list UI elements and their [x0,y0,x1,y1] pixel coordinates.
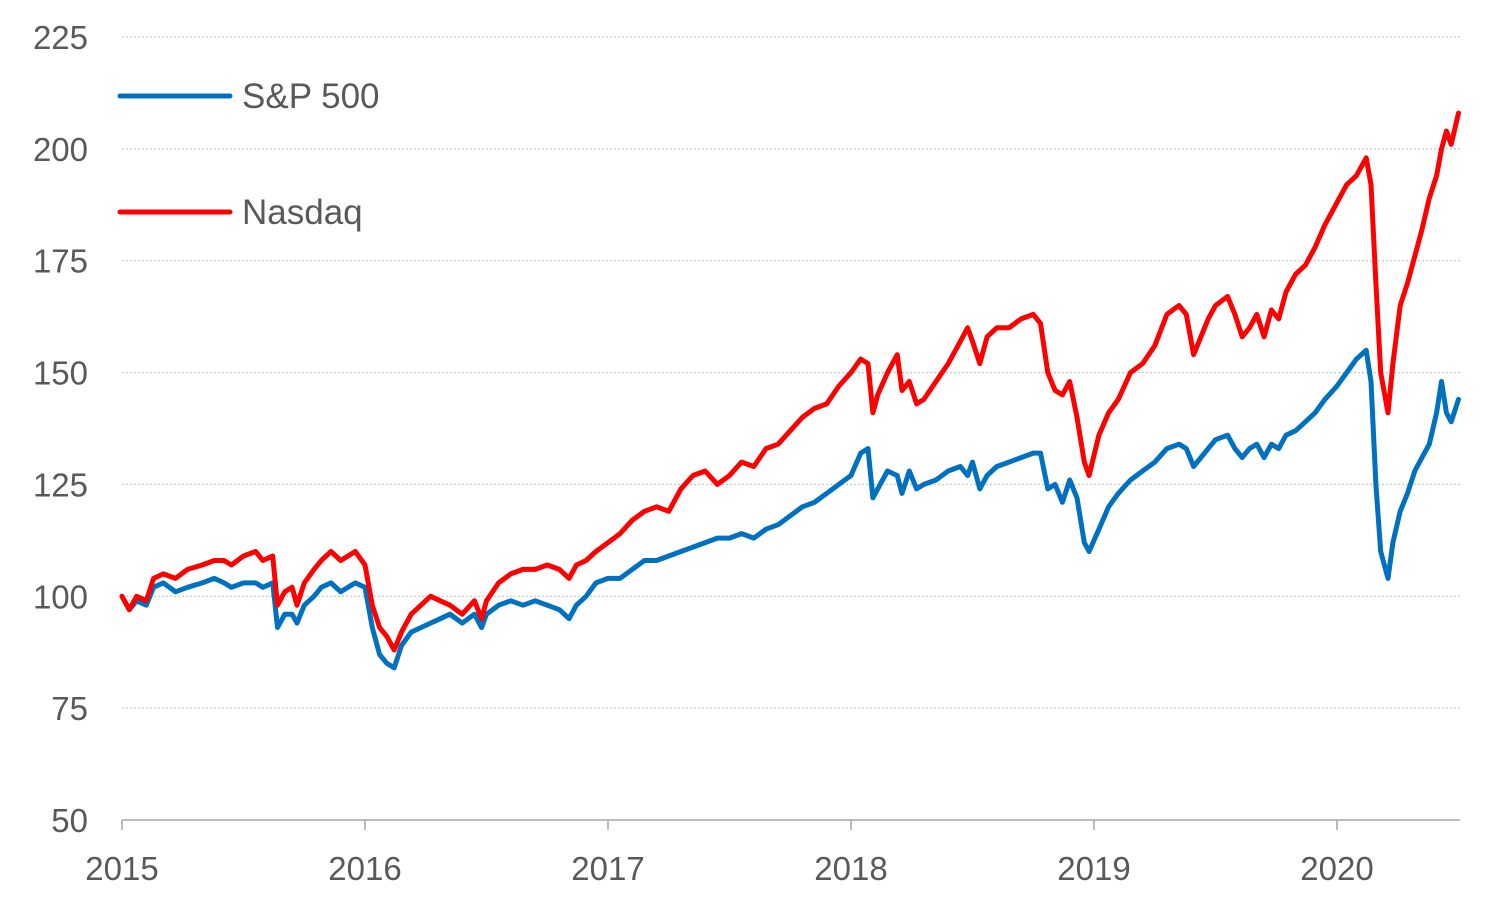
y-tick-label: 200 [33,131,88,168]
y-axis: 50 75 100 125 150 175 200 225 [33,19,88,839]
series-line-nasdaq [119,110,1461,653]
series-line-sp500 [119,347,1461,671]
y-tick-label: 50 [51,802,88,839]
y-tick-label: 100 [33,578,88,615]
x-tick-label: 2020 [1300,850,1373,887]
gridlines [122,36,1460,709]
legend-label: S&P 500 [242,77,380,116]
y-tick-label: 175 [33,243,88,280]
x-axis: 2015 2016 2017 2018 2019 2020 [85,819,1460,887]
legend-label: Nasdaq [242,193,363,232]
y-tick-label: 125 [33,466,88,503]
x-tick-label: 2018 [814,850,887,887]
series-lines [119,110,1461,671]
x-tick-label: 2016 [328,850,401,887]
y-tick-label: 225 [33,19,88,56]
y-tick-label: 150 [33,355,88,392]
x-tick-label: 2015 [85,850,158,887]
y-tick-label: 75 [51,690,88,727]
x-tick-label: 2019 [1057,850,1130,887]
legend: S&P 500 Nasdaq [117,77,380,232]
x-tick-label: 2017 [571,850,644,887]
